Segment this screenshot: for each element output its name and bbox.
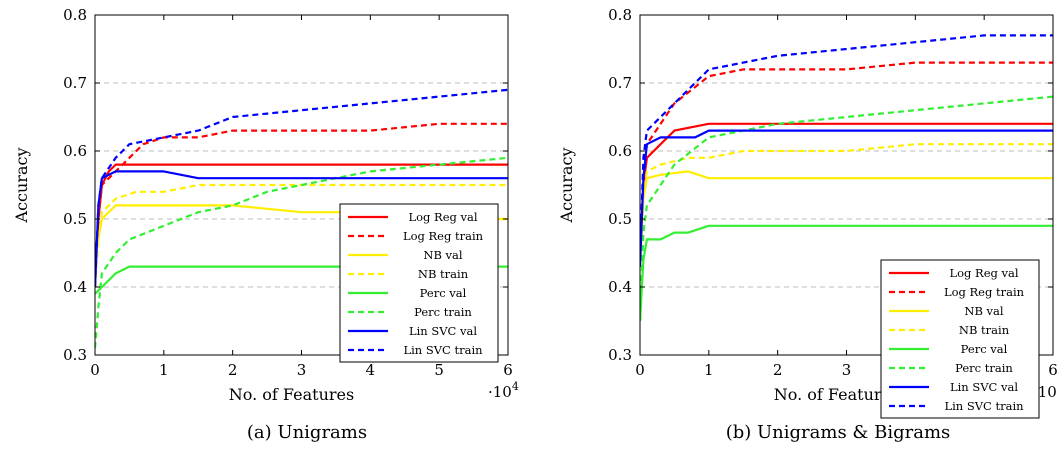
legend-label: Lin SVC train: [403, 343, 483, 357]
x-tick-label: 6: [503, 361, 513, 379]
legend-label: Log Reg val: [408, 210, 477, 224]
y-tick-label: 0.8: [63, 6, 87, 24]
series-line-lin-svc-val: [640, 129, 1053, 267]
legend-label: Perc val: [420, 286, 467, 300]
y-tick-label: 0.3: [63, 346, 87, 364]
legend-label: Log Reg val: [949, 266, 1018, 280]
y-axis-label: Accuracy: [12, 148, 31, 224]
y-tick-label: 0.8: [608, 6, 632, 24]
series-line-perc-val: [640, 224, 1053, 322]
y-tick-label: 0.4: [608, 278, 632, 296]
legend-label: Log Reg train: [944, 285, 1025, 299]
y-tick-label: 0.5: [608, 210, 632, 228]
legend-box: [339, 203, 499, 363]
legend: Log Reg val Log Reg train NB val NB train Pe…: [339, 203, 499, 363]
series-line-perc-train: [95, 156, 508, 349]
x-tick-label: 3: [297, 361, 307, 379]
series-line-log-reg-val: [640, 122, 1053, 260]
x-tick-label: 2: [773, 361, 783, 379]
legend-label: Lin SVC train: [944, 399, 1024, 413]
legend-label: Lin SVC val: [950, 380, 1018, 394]
x-tick-label: 0: [90, 361, 100, 379]
chart-caption: (b) Unigrams & Bigrams: [726, 422, 951, 443]
legend-label: Log Reg train: [403, 229, 484, 243]
y-tick-label: 0.6: [63, 142, 87, 160]
x-exponent-label: ·104: [488, 380, 519, 401]
y-tick-label: 0.5: [63, 210, 87, 228]
chart-caption: (a) Unigrams: [247, 422, 367, 443]
series-line-nb-train: [640, 143, 1053, 267]
x-axis-label: No. of Features: [229, 385, 354, 404]
legend-label: Lin SVC val: [409, 324, 477, 338]
series-line-lin-svc-train: [640, 34, 1053, 260]
x-tick-label: 5: [434, 361, 444, 379]
legend-box: [880, 259, 1040, 419]
y-tick-label: 0.6: [608, 142, 632, 160]
y-tick-label: 0.7: [608, 74, 632, 92]
x-tick-label: 3: [842, 361, 852, 379]
x-tick-label: 6: [1048, 361, 1057, 379]
series-line-log-reg-train: [640, 61, 1053, 260]
series-line-lin-svc-train: [95, 88, 508, 288]
legend-label: NB train: [959, 323, 1010, 337]
x-tick-label: 0: [635, 361, 645, 379]
y-tick-label: 0.4: [63, 278, 87, 296]
series-line-lin-svc-val: [95, 170, 508, 288]
x-axis-label: No. of Features: [774, 385, 899, 404]
x-tick-label: 1: [159, 361, 169, 379]
legend-label: NB train: [418, 267, 469, 281]
x-tick-label: 4: [366, 361, 376, 379]
chart-unigrams: 0 1 2 3 4 5 6 0.3 0.4 0.5 0.6 0.7 0.8 ·104 No. of Feat…: [12, 6, 519, 443]
legend-label: NB val: [423, 248, 463, 262]
legend: Log Reg val Log Reg train NB val NB train Pe…: [880, 259, 1040, 419]
x-tick-label: 1: [704, 361, 714, 379]
plot-area: [640, 34, 1053, 322]
series-line-perc-train: [640, 95, 1053, 322]
plot-area: [95, 88, 508, 349]
legend-label: Perc train: [955, 361, 1013, 375]
y-tick-label: 0.3: [608, 346, 632, 364]
series-line-nb-val: [640, 170, 1053, 267]
x-tick-label: 2: [228, 361, 238, 379]
legend-label: Perc train: [414, 305, 472, 319]
legend-label: NB val: [964, 304, 1004, 318]
y-axis-label: Accuracy: [557, 148, 576, 224]
y-tick-label: 0.7: [63, 74, 87, 92]
legend-label: Perc val: [961, 342, 1008, 356]
series-line-nb-train: [95, 183, 508, 288]
